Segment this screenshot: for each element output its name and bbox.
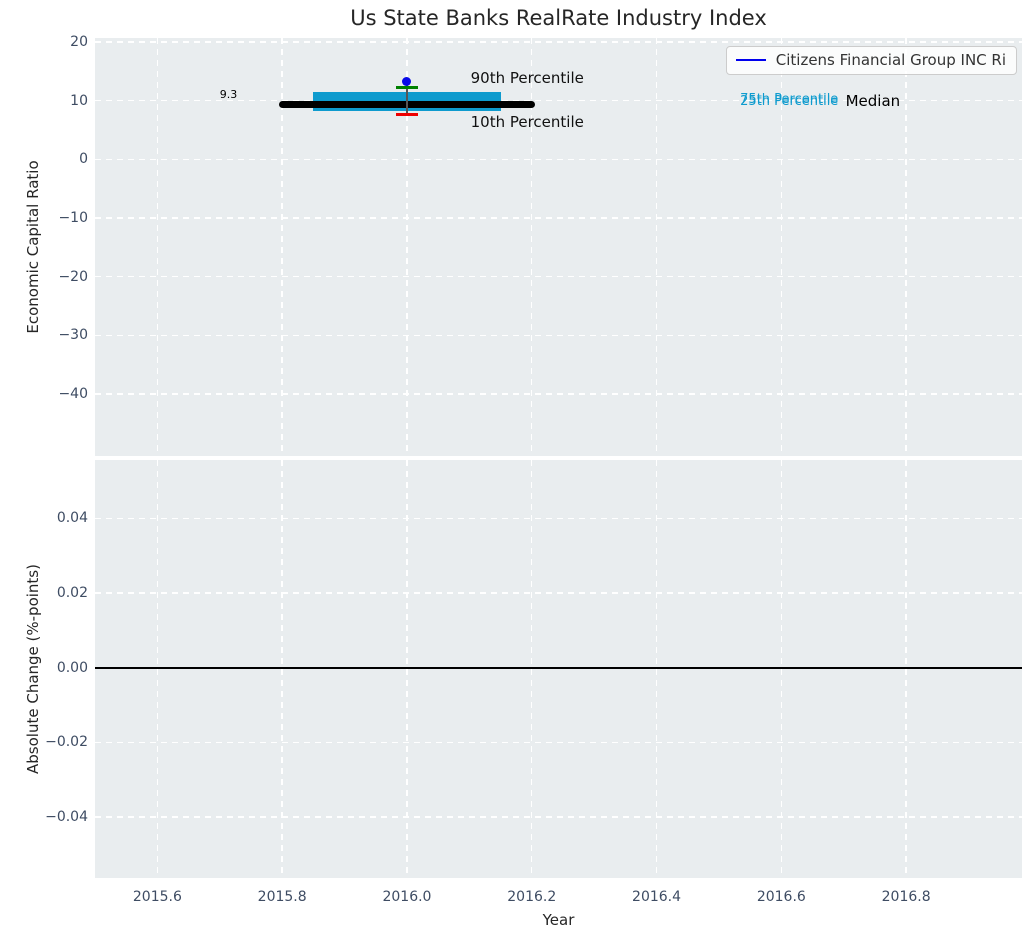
zero-reference-line (95, 666, 1022, 669)
horizontal-gridline (95, 100, 1022, 102)
chart-annotation: 9.3 (219, 87, 238, 101)
x-tick-label: 2015.8 (257, 889, 307, 905)
chart-annotation: 25th Percentile (740, 93, 839, 109)
horizontal-gridline (95, 334, 1022, 336)
vertical-gridline (655, 460, 658, 878)
chart-annotation: 75th Percentile (740, 92, 839, 108)
series-data-point (402, 76, 412, 86)
y-tick-label: 0.00 (56, 659, 88, 676)
top-panel: Citizens Financial Group INC Ri 9.3 90th … (95, 38, 1022, 456)
errorbar-stem (406, 81, 408, 115)
y-tick-label: −10 (58, 209, 88, 226)
legend-label: Citizens Financial Group INC Ri (775, 51, 1006, 69)
errorbar-low-cap (395, 112, 419, 116)
x-axis-label: Year (542, 911, 575, 929)
horizontal-gridline (95, 393, 1022, 395)
horizontal-gridline (95, 41, 1022, 43)
vertical-gridline (281, 460, 283, 878)
vertical-gridline (156, 38, 159, 456)
vertical-gridline (531, 38, 533, 456)
vertical-gridline (531, 460, 533, 878)
y-tick-label: −0.02 (45, 734, 88, 751)
y-tick-label: −40 (58, 385, 88, 402)
x-tick-label: 2016.8 (881, 889, 931, 905)
horizontal-gridline (95, 217, 1022, 219)
chart-annotation: Median (845, 92, 901, 111)
y-tick-label: 0 (79, 151, 88, 168)
chart-annotation: 10th Percentile (470, 112, 584, 131)
y-tick-label: 0.04 (56, 510, 88, 527)
x-tick-label: 2016.2 (507, 889, 557, 905)
vertical-gridline (780, 460, 783, 878)
y-tick-label: −20 (58, 268, 88, 285)
horizontal-gridline (95, 517, 1022, 519)
y-tick-label: −0.04 (45, 809, 88, 826)
horizontal-gridline (95, 816, 1022, 818)
y-tick-label: 10 (70, 92, 88, 109)
chart-title: Us State Banks RealRate Industry Index (350, 6, 767, 30)
errorbar-high-cap (395, 85, 419, 89)
vertical-gridline (281, 38, 283, 456)
x-tick-label: 2016.6 (756, 889, 806, 905)
vertical-gridline (905, 460, 907, 878)
vertical-gridline (905, 38, 907, 456)
x-tick-label: 2016.0 (382, 889, 432, 905)
vertical-gridline (156, 460, 159, 878)
vertical-gridline (406, 38, 408, 456)
vertical-gridline (655, 38, 658, 456)
y-tick-label: 0.02 (56, 584, 88, 601)
y-tick-label: −30 (58, 327, 88, 344)
chart-annotation: 90th Percentile (470, 68, 584, 87)
y-tick-label: 20 (70, 34, 88, 51)
horizontal-gridline (95, 741, 1022, 744)
horizontal-gridline (95, 592, 1022, 594)
x-tick-label: 2016.4 (632, 889, 682, 905)
legend-line-sample (735, 59, 766, 61)
vertical-gridline (780, 38, 783, 456)
horizontal-gridline (95, 158, 1022, 161)
x-tick-label: 2015.6 (132, 889, 182, 905)
vertical-gridline (406, 460, 408, 878)
y-axis-label-top: Economic Capital Ratio (24, 160, 42, 334)
bottom-panel (95, 460, 1022, 878)
horizontal-gridline (95, 275, 1022, 278)
legend: Citizens Financial Group INC Ri (725, 46, 1017, 75)
